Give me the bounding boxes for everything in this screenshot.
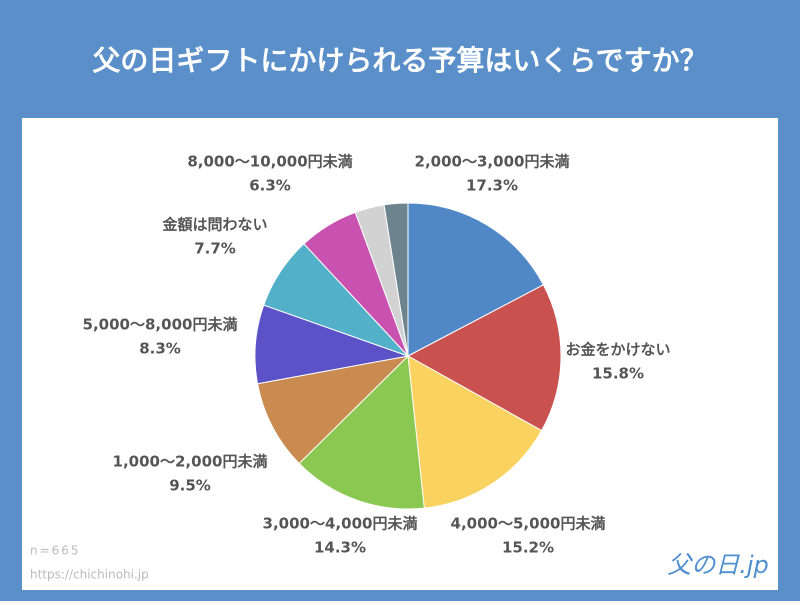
pie-slice [256,355,410,465]
pie-slice [407,202,545,357]
slice-label: 8,000〜10,000円未満 [187,153,352,171]
slice-value-label: 8.3% [139,340,181,358]
chart-title: 父の日ギフトにかけられる予算はいくらですか？ [92,44,707,77]
slice-label: 3,000〜4,000円未満 [263,515,418,533]
pie-slice [298,354,425,510]
source: https://chichinohi.jp [30,568,149,582]
slice-value-label: 17.3% [466,177,518,195]
slice-label: 4,000〜5,000円未満 [451,515,606,533]
pie-slice [406,284,562,432]
slice-label: 2,000〜3,000円未満 [415,153,570,171]
pie-slice [407,355,543,509]
slice-value-label: 15.8% [592,365,644,383]
slice-label: 金額は問わない [161,216,267,234]
logo: 父の日.jp [667,551,769,579]
slice-label: お金をかけない [565,341,670,359]
pie [254,202,562,510]
slice-value-label: 15.2% [502,539,554,557]
slice-value-label: 7.7% [194,240,236,258]
pie-slice [383,202,409,357]
slice-value-label: 6.3% [249,177,291,195]
sample-note: n=665 [30,544,81,558]
slice-value-label: 14.3% [314,539,366,557]
slice-value-label: 9.5% [169,477,211,495]
slice-label: 1,000〜2,000円未満 [113,453,268,471]
slice-label: 5,000〜8,000円未満 [83,316,238,334]
